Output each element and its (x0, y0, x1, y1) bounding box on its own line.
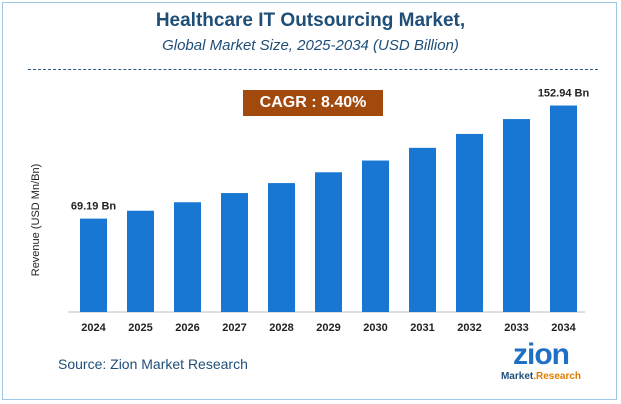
bar-2026 (174, 202, 201, 312)
bar-2030 (362, 160, 389, 312)
x-tick-label: 2026 (175, 322, 199, 334)
bar-2032 (456, 133, 483, 312)
title-divider (28, 69, 598, 70)
x-tick-label: 2028 (269, 322, 293, 334)
bar-2027 (221, 193, 248, 312)
data-label: 152.94 Bn (538, 88, 590, 100)
bar-2031 (409, 147, 436, 312)
bar-2033 (503, 119, 530, 313)
x-tick-label: 2031 (410, 322, 434, 334)
logo-tagline-left: Market (500, 371, 534, 382)
x-tick-label: 2034 (551, 322, 576, 334)
x-tick-label: 2027 (222, 322, 246, 334)
source-text: Source: Zion Market Research (58, 356, 248, 372)
bar-2034 (550, 105, 577, 312)
x-tick-label: 2024 (81, 322, 106, 334)
logo-tagline: Market.Research (486, 371, 596, 382)
x-tick-label: 2025 (128, 322, 152, 334)
bar-2025 (127, 210, 154, 312)
x-tick-label: 2032 (457, 322, 481, 334)
chart-frame (2, 2, 617, 400)
y-axis-label: Revenue (USD Mn/Bn) (30, 163, 42, 277)
bar-2029 (315, 172, 342, 312)
bar-2024 (80, 218, 107, 312)
data-label: 69.19 Bn (71, 201, 117, 213)
chart-title: Healthcare IT Outsourcing Market, (155, 10, 466, 31)
cagr-badge: CAGR : 8.40% (243, 90, 383, 116)
logo-wordmark: zion (513, 338, 570, 371)
chart-subtitle: Global Market Size, 2025-2034 (USD Billi… (162, 37, 459, 54)
x-tick-label: 2033 (504, 322, 528, 334)
logo-tagline-right: .Research (533, 371, 582, 382)
zion-logo: zion Market.Research (486, 340, 596, 390)
bar-2028 (268, 183, 295, 312)
x-tick-label: 2029 (316, 322, 340, 334)
x-tick-label: 2030 (363, 322, 387, 334)
